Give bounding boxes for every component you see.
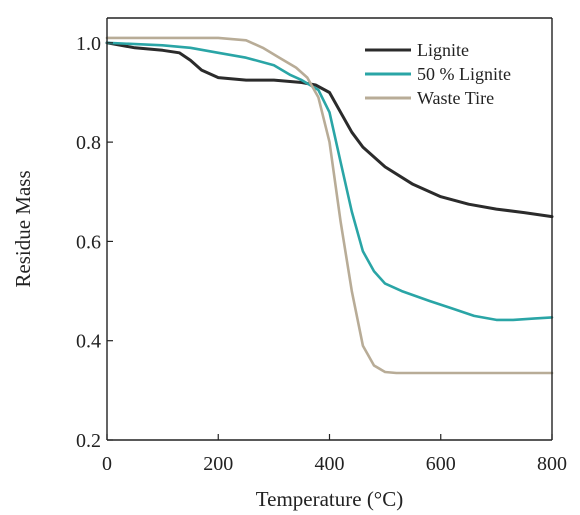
series-line-waste-tire: [105, 36, 554, 375]
y-axis-title: Residue Mass: [11, 170, 35, 287]
y-tick-label: 0.6: [76, 231, 101, 253]
x-tick-label: 400: [315, 453, 345, 475]
x-axis-title: Temperature (°C): [256, 487, 403, 511]
x-tick-label: 0: [102, 453, 112, 475]
legend-label-lignite: Lignite: [417, 40, 469, 60]
x-tick-label: 600: [426, 453, 456, 475]
series-layer: [105, 36, 554, 375]
legend-label-50-lignite: 50 % Lignite: [417, 64, 511, 84]
legend: Lignite 50 % Lignite Waste Tire: [365, 40, 511, 108]
ticks: 0 200 400 600 800 0.2 0.4 0.6 0.8 1.0: [76, 33, 567, 475]
y-tick-label: 0.2: [76, 430, 101, 452]
y-tick-label: 1.0: [76, 33, 101, 55]
legend-label-waste-tire: Waste Tire: [417, 88, 494, 108]
series-line-lignite: [105, 41, 554, 219]
y-tick-label: 0.8: [76, 132, 101, 154]
x-tick-label: 800: [537, 453, 567, 475]
y-tick-label: 0.4: [76, 331, 101, 353]
series-line-50-lignite: [105, 41, 554, 322]
x-tick-label: 200: [203, 453, 233, 475]
